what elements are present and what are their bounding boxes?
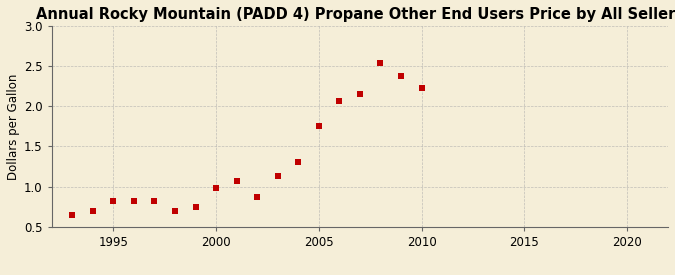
- Point: [190, 205, 201, 209]
- Point: [67, 213, 78, 217]
- Point: [169, 208, 180, 213]
- Title: Annual Rocky Mountain (PADD 4) Propane Other End Users Price by All Sellers: Annual Rocky Mountain (PADD 4) Propane O…: [36, 7, 675, 22]
- Point: [211, 186, 221, 190]
- Point: [375, 61, 386, 65]
- Point: [334, 99, 345, 104]
- Point: [313, 123, 324, 128]
- Point: [108, 199, 119, 203]
- Point: [252, 195, 263, 199]
- Point: [88, 208, 99, 213]
- Point: [272, 174, 283, 178]
- Point: [354, 92, 365, 97]
- Point: [396, 73, 406, 78]
- Point: [128, 199, 139, 203]
- Y-axis label: Dollars per Gallon: Dollars per Gallon: [7, 73, 20, 180]
- Point: [416, 86, 427, 90]
- Point: [293, 160, 304, 165]
- Point: [232, 179, 242, 183]
- Point: [149, 199, 160, 203]
